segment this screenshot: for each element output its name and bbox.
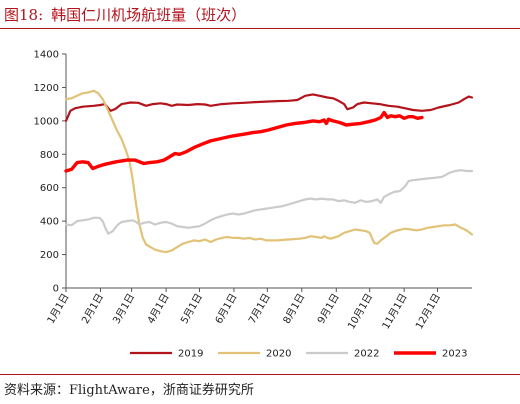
legend-label-2023: 2023: [442, 349, 467, 360]
y-tick-label: 0: [53, 284, 59, 295]
x-tick-label: 10月1日: [345, 292, 375, 332]
x-tick-label: 8月1日: [281, 292, 308, 326]
x-tick-label: 4月1日: [145, 292, 172, 326]
x-tick-label: 1月1日: [45, 292, 72, 326]
x-tick-label: 9月1日: [315, 292, 342, 326]
y-tick-label: 400: [40, 217, 59, 228]
y-tick-label: 600: [40, 183, 59, 194]
x-tick-label: 5月1日: [178, 292, 205, 326]
source-note: 资料来源：FlightAware，浙商证券研究所: [4, 383, 254, 398]
y-tick-label: 1400: [34, 50, 59, 61]
source-divider: [0, 374, 520, 375]
x-tick-label: 2月1日: [79, 292, 106, 326]
legend-label-2020: 2020: [266, 349, 291, 360]
x-tick-label: 12月1日: [413, 292, 443, 332]
series-line-2023: [64, 110, 424, 173]
y-tick-label: 1000: [34, 116, 59, 127]
x-tick-label: 11月1日: [380, 292, 410, 332]
figure-title: 图18: 韩国仁川机场航班量（班次）: [4, 4, 246, 25]
y-tick-label: 1200: [34, 83, 59, 94]
x-tick-label: 7月1日: [246, 292, 273, 326]
legend-label-2022: 2022: [354, 349, 379, 360]
series-line-2020: [64, 89, 474, 254]
series-line-2022: [64, 169, 474, 235]
x-tick-label: 6月1日: [213, 292, 240, 326]
figure-title-text: 韩国仁川机场航班量（班次）: [51, 6, 247, 24]
figure-number: 图18:: [4, 6, 44, 24]
x-tick-label: 3月1日: [110, 292, 137, 326]
title-divider: [0, 28, 520, 29]
y-tick-label: 800: [40, 150, 59, 161]
legend-label-2019: 2019: [178, 349, 203, 360]
y-tick-label: 200: [40, 250, 59, 261]
series-line-2019: [64, 93, 474, 122]
